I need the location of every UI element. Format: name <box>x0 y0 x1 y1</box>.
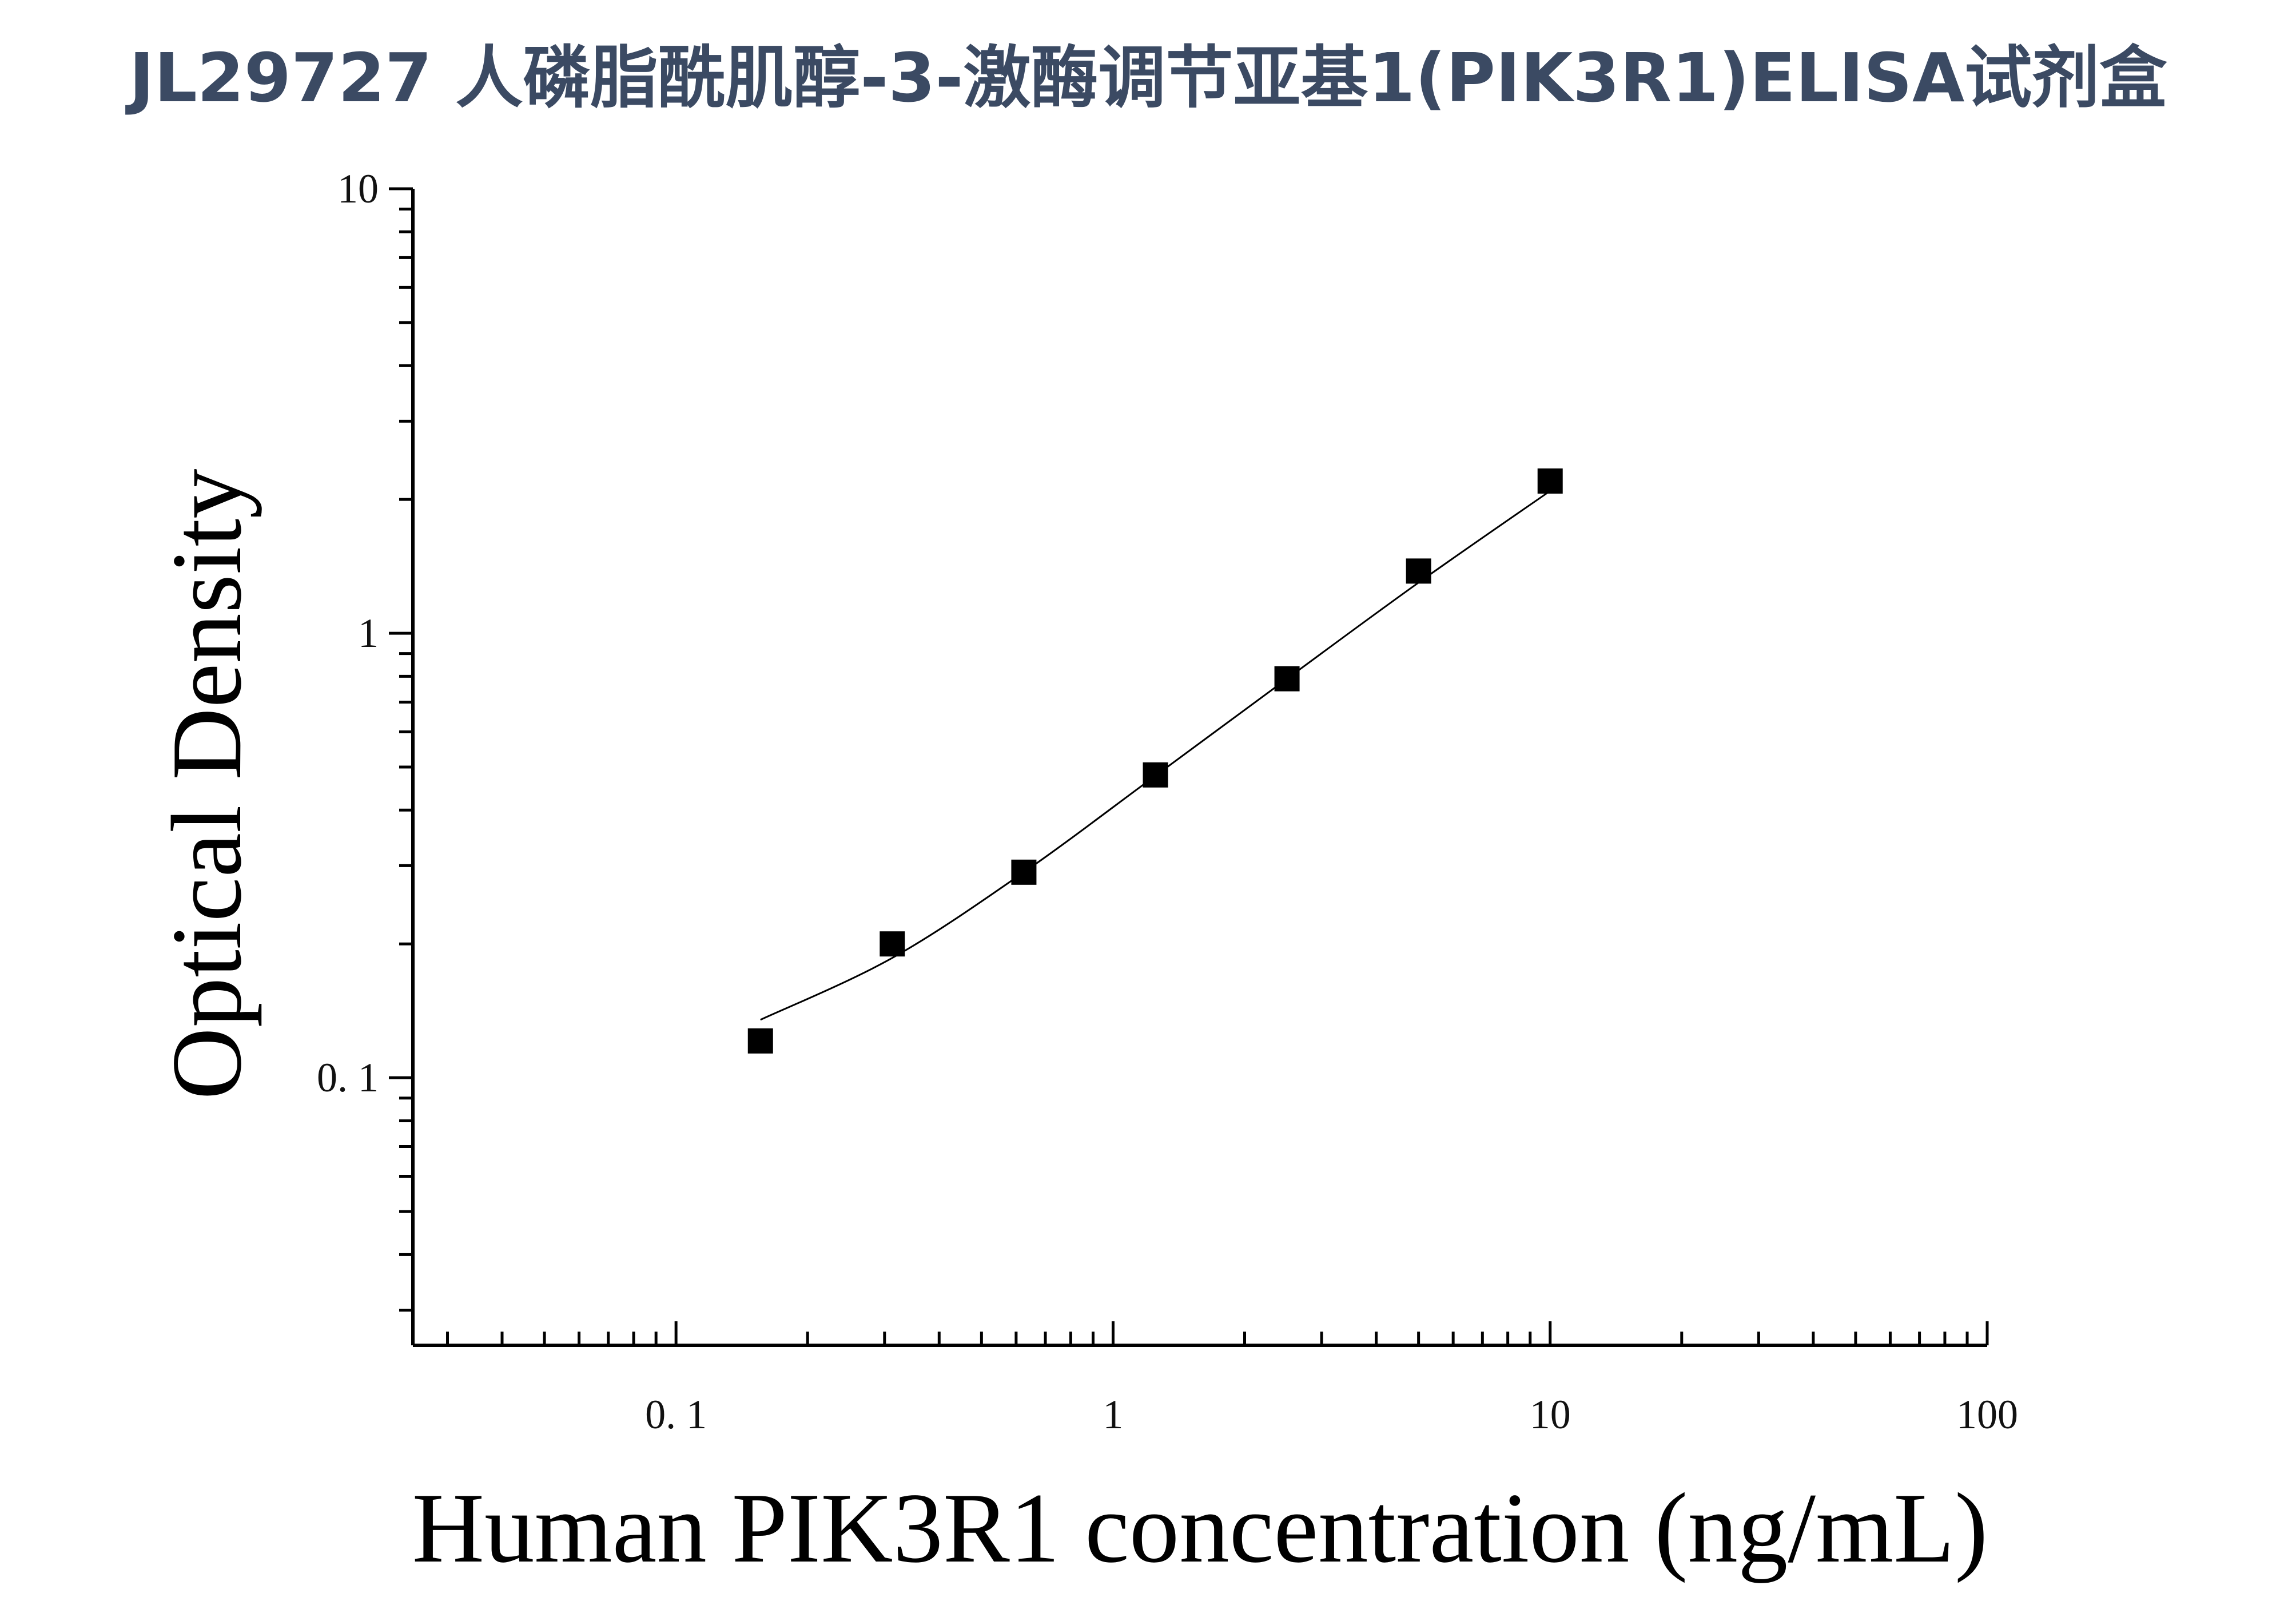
y-tick-label: 0. 1 <box>317 1055 379 1101</box>
page-title: JL29727 人磷脂酰肌醇-3-激酶调节亚基1(PIK3R1)ELISA试剂盒 <box>129 38 2167 117</box>
y-tick-label: 10 <box>337 166 379 212</box>
x-tick-label: 10 <box>1530 1392 1571 1437</box>
data-point <box>880 931 905 957</box>
data-point <box>747 1028 773 1054</box>
x-tick-label: 0. 1 <box>645 1392 707 1437</box>
x-tick-label: 1 <box>1103 1392 1123 1437</box>
x-axis-title: Human PIK3R1 concentration (ng/mL) <box>412 1472 1988 1583</box>
data-points <box>747 468 1563 1054</box>
data-point <box>1011 859 1037 885</box>
tick-labels: 0. 1 1 10 100 0. 1 1 10 <box>317 166 2018 1437</box>
y-axis-title: Optical Density <box>151 468 262 1099</box>
fit-curve-layer <box>760 490 1551 1021</box>
x-tick-label: 100 <box>1956 1392 2018 1437</box>
ticks <box>389 187 1989 1345</box>
y-tick-label: 1 <box>358 610 379 656</box>
fit-curve <box>760 490 1551 1021</box>
data-point <box>1143 762 1168 788</box>
data-point <box>1406 558 1431 584</box>
data-point <box>1274 666 1300 692</box>
data-point <box>1537 468 1563 494</box>
axes <box>411 189 1987 1347</box>
